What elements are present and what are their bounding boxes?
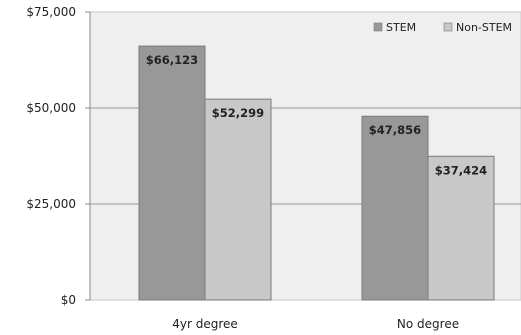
y-tick-label: $25,000 xyxy=(26,197,76,211)
legend-swatch xyxy=(373,22,383,32)
bar-stem-0 xyxy=(138,45,206,301)
bar-non-stem-1 xyxy=(427,155,495,301)
data-labels: $66,123 $52,299 $47,856 $37,424 xyxy=(146,53,487,177)
bar-non-stem-0 xyxy=(204,98,272,301)
y-tick-label: $0 xyxy=(61,293,76,307)
legend: STEM Non-STEM xyxy=(373,21,512,34)
y-tick-label: $50,000 xyxy=(26,101,76,115)
x-tick-label: 4yr degree xyxy=(172,317,238,331)
legend-swatch xyxy=(443,22,453,32)
x-tick-label: No degree xyxy=(397,317,459,331)
bars xyxy=(138,45,495,301)
y-tick-label: $75,000 xyxy=(26,5,76,19)
data-label: $47,856 xyxy=(369,123,421,137)
data-label: $52,299 xyxy=(212,106,264,120)
data-label: $66,123 xyxy=(146,53,198,67)
legend-label: Non-STEM xyxy=(456,21,512,34)
legend-label: STEM xyxy=(386,21,416,34)
bar-stem-1 xyxy=(361,115,429,301)
axes: $0 $25,000 $50,000 $75,000 4yr degree No degr… xyxy=(26,5,459,331)
data-label: $37,424 xyxy=(435,163,487,177)
